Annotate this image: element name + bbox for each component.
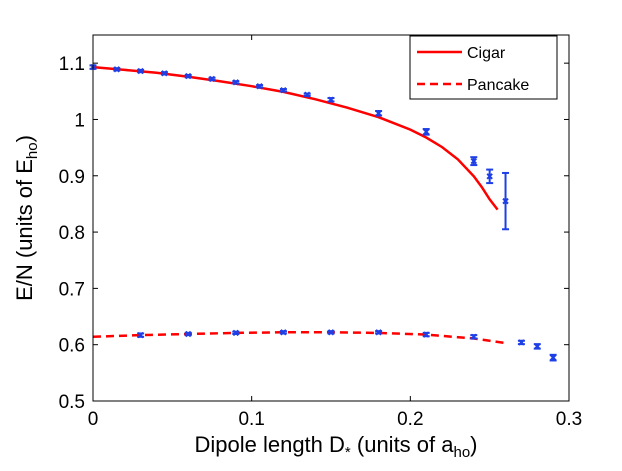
y-tick-label: 1.1	[59, 54, 85, 75]
y-axis-label: E/N (units of Eho)	[12, 135, 41, 301]
data-point	[549, 354, 557, 361]
data-point	[486, 173, 493, 180]
legend-label-pancake: Pancake	[467, 77, 529, 94]
data-point	[303, 91, 311, 98]
axis-ticks: 0 0.1 0.2 0.3 0.5 0.6 0.7 0.8 0.9 1 1.1	[59, 35, 582, 430]
data-point	[137, 67, 144, 75]
data-point	[470, 157, 478, 165]
x-tick-label: 0	[88, 409, 99, 430]
y-tick-label: 0.9	[59, 167, 85, 188]
data-point	[422, 128, 430, 136]
y-tick-label: 1	[74, 110, 85, 131]
data-point	[232, 79, 240, 86]
x-tick-label: 0.3	[556, 409, 582, 430]
y-tick-label: 0.7	[59, 279, 85, 300]
legend: Cigar Pancake	[409, 35, 558, 100]
data-point	[113, 66, 121, 73]
plot-area	[89, 63, 557, 362]
data-point	[161, 70, 168, 77]
data-point	[534, 343, 541, 350]
data-point	[502, 197, 509, 205]
series-line-cigar	[92, 65, 499, 211]
x-axis-label: Dipole length D* (units of aho)	[194, 432, 477, 461]
x-tick-label: 0.2	[397, 409, 423, 430]
x-tick-label: 0.1	[238, 409, 264, 430]
data-point	[327, 96, 335, 103]
data-point	[184, 330, 192, 338]
data-point	[375, 329, 382, 336]
data-point	[184, 72, 192, 80]
data-point	[280, 329, 287, 336]
data-point	[327, 329, 335, 336]
axes-frame	[92, 34, 570, 402]
data-point	[280, 86, 287, 94]
legend-label-cigar: Cigar	[467, 45, 506, 62]
data-point	[375, 110, 382, 117]
data-point	[232, 329, 240, 337]
y-tick-label: 0.5	[59, 392, 85, 413]
y-tick-label: 0.6	[59, 336, 85, 357]
data-point	[137, 331, 144, 339]
series-line-pancake	[92, 331, 506, 345]
data-point	[518, 339, 525, 346]
data-point	[208, 75, 216, 83]
y-tick-label: 0.8	[59, 223, 85, 244]
data-point	[422, 331, 430, 338]
legend-box	[409, 35, 558, 100]
data-point	[256, 83, 263, 90]
data-point	[470, 333, 478, 341]
